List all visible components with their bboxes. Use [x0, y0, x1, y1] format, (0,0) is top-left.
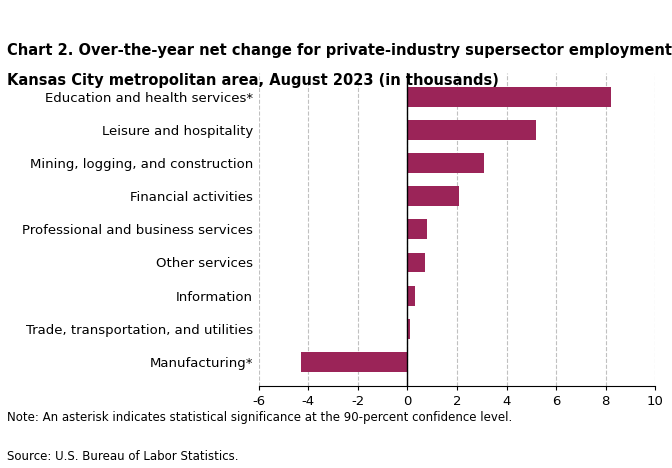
Bar — [407, 319, 410, 339]
Bar — [407, 120, 536, 140]
Bar — [407, 285, 415, 306]
Bar — [407, 219, 427, 239]
Bar — [407, 253, 425, 272]
Bar — [301, 352, 407, 372]
Text: Chart 2. Over-the-year net change for private-industry supersector employment in: Chart 2. Over-the-year net change for pr… — [7, 44, 672, 58]
Text: Kansas City metropolitan area, August 2023 (in thousands): Kansas City metropolitan area, August 20… — [7, 73, 499, 88]
Bar — [407, 153, 485, 173]
Text: Source: U.S. Bureau of Labor Statistics.: Source: U.S. Bureau of Labor Statistics. — [7, 450, 238, 463]
Text: Note: An asterisk indicates statistical significance at the 90-percent confidenc: Note: An asterisk indicates statistical … — [7, 410, 512, 424]
Bar — [407, 186, 460, 206]
Bar — [407, 87, 611, 107]
